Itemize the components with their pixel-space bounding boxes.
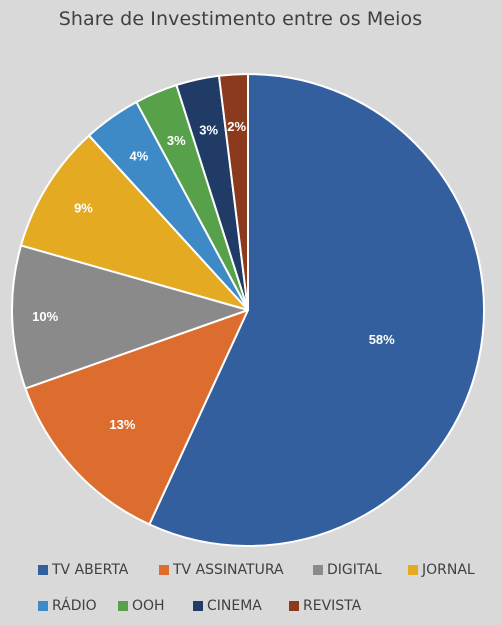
slice-data-label: 10% [32,309,58,324]
slice-data-label: 4% [130,148,149,163]
legend-swatch [408,565,418,575]
slice-data-label: 13% [109,417,135,432]
legend-item: RÁDIO [38,596,97,616]
legend-label: CINEMA [207,598,262,614]
legend-item: TV ABERTA [38,560,128,580]
pie-slice-tv-assinatura [24,309,249,526]
legend-row: RÁDIO OOH CINEMA REVISTA [0,596,501,616]
slice-data-label: 3% [167,133,186,148]
legend-label: RÁDIO [52,598,97,614]
legend-item: CINEMA [193,596,262,616]
legend-swatch [313,565,323,575]
slice-data-label: 58% [369,332,395,347]
pie-slice-tv-aberta [148,73,485,547]
legend-swatch [118,601,128,611]
legend-swatch [193,601,203,611]
legend-swatch [159,565,169,575]
legend-label: OOH [132,598,165,614]
pie-slice-digital [11,244,249,390]
legend-row: TV ABERTA TV ASSINATURA DIGITAL JORNAL [0,560,501,580]
slice-data-label: 9% [74,201,93,216]
legend-item: JORNAL [408,560,475,580]
legend-swatch [38,565,48,575]
legend-swatch [38,601,48,611]
pie-slice-jornal [20,134,249,311]
chart-title: Share de Investimento entre os Meios [58,8,423,30]
slice-data-label: 2% [227,119,246,134]
pie-slice-revista [217,73,249,311]
legend-item: TV ASSINATURA [159,560,284,580]
legend-label: JORNAL [422,562,475,578]
slice-data-label: 3% [199,123,218,138]
legend-item: REVISTA [289,596,361,616]
legend-item: DIGITAL [313,560,382,580]
legend-label: REVISTA [303,598,362,614]
legend-label: DIGITAL [327,562,382,578]
legend-swatch [289,601,299,611]
legend-label: TV ABERTA [52,562,129,578]
legend-item: OOH [118,596,165,616]
legend-label: TV ASSINATURA [173,562,284,578]
